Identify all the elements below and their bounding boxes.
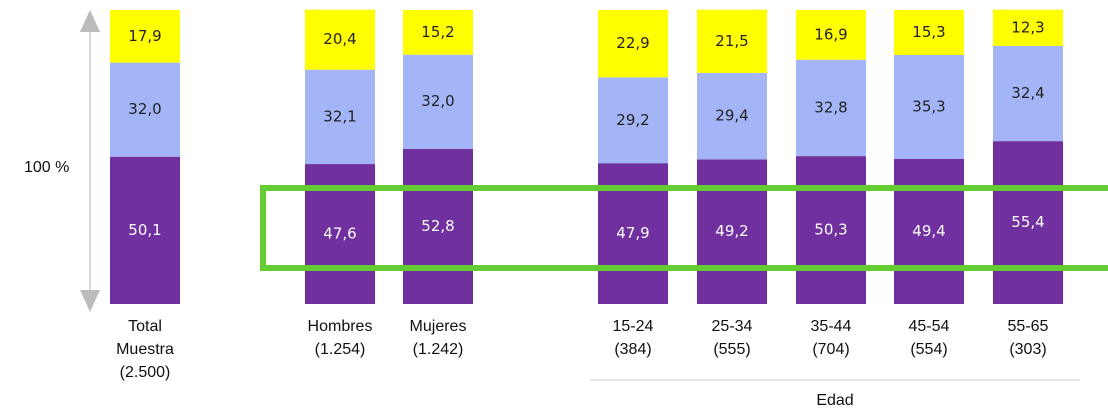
bar-segment — [403, 10, 473, 55]
highlight-box — [260, 185, 1108, 271]
bar-segment — [796, 156, 866, 304]
value-label: 32,4 — [1011, 84, 1044, 102]
value-label: 50,3 — [814, 221, 847, 239]
bar-segment — [993, 45, 1063, 142]
bar-segment — [110, 156, 180, 304]
bar-segment — [403, 148, 473, 304]
value-label: 32,8 — [814, 98, 847, 116]
group-label: Edad — [816, 392, 853, 409]
bar-segment — [305, 9, 375, 70]
x-tick-label: Hombres — [308, 318, 373, 335]
value-label: 15,2 — [421, 23, 454, 41]
x-tick-label: Mujeres — [410, 318, 467, 335]
value-label: 15,3 — [912, 23, 945, 41]
x-tick-label: (384) — [614, 341, 651, 358]
bar-segment — [697, 9, 767, 73]
value-label: 29,4 — [715, 107, 748, 125]
x-tick-label: Muestra — [116, 341, 174, 358]
x-tick-label: 35-44 — [811, 318, 852, 335]
value-label: 29,2 — [616, 111, 649, 129]
value-label: 49,4 — [912, 222, 945, 240]
bars: 50,1 32,0 17,9 Total Muestra (2.500) 47,6 32,1 2… — [110, 9, 1063, 381]
value-label: 50,1 — [128, 221, 161, 239]
x-tick-label: 55-65 — [1008, 318, 1049, 335]
value-label: 32,0 — [128, 100, 161, 118]
value-label: 35,3 — [912, 97, 945, 115]
bar-segment — [894, 158, 964, 304]
x-tick-label: (1.242) — [413, 341, 464, 358]
value-label: 16,9 — [814, 25, 847, 43]
bar-segment — [697, 159, 767, 304]
x-tick-label: (704) — [812, 341, 849, 358]
x-tick-label: 45-54 — [909, 318, 950, 335]
value-label: 17,9 — [128, 27, 161, 45]
axis-label: 100 % — [24, 159, 69, 176]
x-tick-label: (2.500) — [120, 364, 171, 381]
value-label: 49,2 — [715, 222, 748, 240]
bar-segment — [403, 54, 473, 149]
bar-segment — [598, 77, 668, 164]
value-label: 47,9 — [616, 224, 649, 242]
arrow-head-down — [80, 290, 100, 312]
bar-segment — [697, 72, 767, 160]
value-label: 12,3 — [1011, 18, 1044, 36]
value-label: 47,6 — [323, 225, 356, 243]
bar-segment — [796, 10, 866, 60]
bar-segment — [110, 62, 180, 157]
value-label: 32,0 — [421, 92, 454, 110]
bar-segment — [305, 69, 375, 165]
x-tick-label: 15-24 — [613, 318, 654, 335]
value-label: 55,4 — [1011, 213, 1044, 231]
bar-segment — [894, 10, 964, 55]
value-label: 22,9 — [616, 34, 649, 52]
value-label: 21,5 — [715, 32, 748, 50]
value-label: 52,8 — [421, 217, 454, 235]
bar-segment — [598, 10, 668, 78]
bar-segment — [894, 54, 964, 159]
x-tick-label: Total — [128, 318, 162, 335]
bar-segment — [993, 9, 1063, 46]
x-tick-label: (554) — [910, 341, 947, 358]
x-tick-label: (555) — [713, 341, 750, 358]
x-tick-label: (1.254) — [315, 341, 366, 358]
bar-segment — [110, 10, 180, 63]
bar-segment — [796, 59, 866, 157]
bar-segment — [993, 141, 1063, 304]
arrow-head-up — [80, 10, 100, 32]
x-tick-label: (303) — [1009, 341, 1046, 358]
x-tick-label: 25-34 — [712, 318, 753, 335]
value-label: 32,1 — [323, 107, 356, 125]
value-label: 20,4 — [323, 30, 356, 48]
